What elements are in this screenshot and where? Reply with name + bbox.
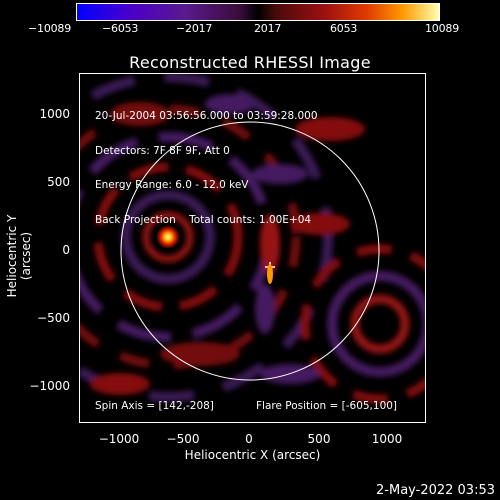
colorbar-tick: 6053 — [330, 22, 358, 35]
colorbar-tick: −6053 — [102, 22, 139, 35]
y-tick: −1000 — [29, 379, 70, 393]
colorbar-tick: 2017 — [254, 22, 282, 35]
x-axis-label: Heliocentric X (arcsec) — [184, 448, 321, 462]
y-tick: 0 — [62, 243, 70, 257]
rhessi-image — [80, 74, 425, 422]
observation-info: 20-Jul-2004 03:56:56.000 to 03:59:28.000… — [95, 88, 318, 249]
colorbar — [76, 3, 440, 21]
colorbar-tick: −10089 — [28, 22, 72, 35]
colorbar-tick: −2017 — [176, 22, 213, 35]
info-line: Detectors: 7F 8F 9F, Att 0 — [95, 144, 230, 157]
spin-axis-label: Spin Axis = [142,-208] — [95, 400, 214, 412]
x-tick: 500 — [307, 432, 331, 446]
date-stamp: 2-May-2022 03:53 — [376, 483, 495, 498]
y-tick: 500 — [47, 175, 70, 189]
y-tick: −500 — [37, 311, 70, 325]
x-tick: 1000 — [371, 432, 403, 446]
info-line: Back Projection Total counts: 1.00E+04 — [95, 213, 312, 226]
page-title: Reconstructed RHESSI Image — [129, 53, 371, 72]
x-tick: 0 — [245, 432, 253, 446]
info-line: 20-Jul-2004 03:56:56.000 to 03:59:28.000 — [95, 110, 318, 122]
rhessi-image-plot: 20-Jul-2004 03:56:56.000 to 03:59:28.000… — [79, 73, 426, 423]
flare-position-label: Flare Position = [-605,100] — [256, 400, 398, 412]
x-tick: −1000 — [98, 432, 140, 446]
info-line: Energy Range: 6.0 - 12.0 keV — [95, 179, 249, 191]
y-axis-label: Heliocentric Y (arcsec) — [5, 214, 33, 298]
colorbar-tick: 10089 — [425, 22, 459, 35]
x-tick: −500 — [166, 432, 200, 446]
y-tick: 1000 — [39, 107, 70, 121]
